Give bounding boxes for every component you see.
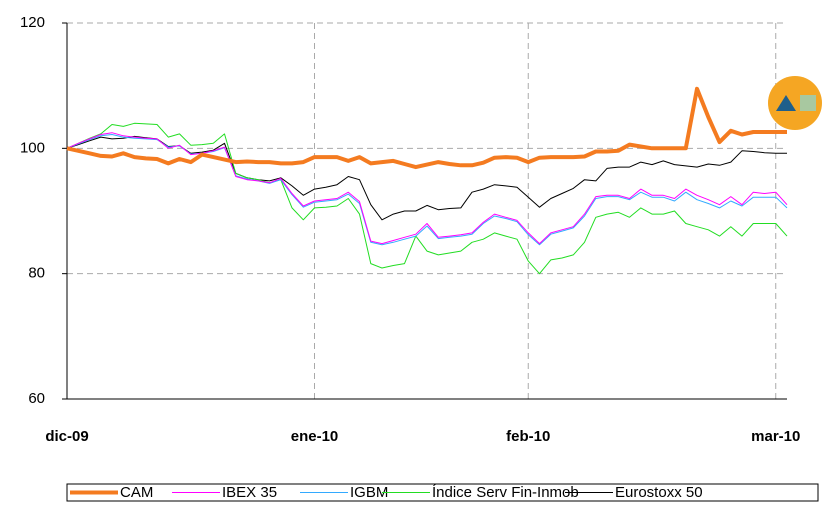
series-line <box>66 132 788 245</box>
legend-label: CAM <box>120 484 153 501</box>
legend: CAM IBEX 35 IGBM Índice Serv Fin-Inmob Euros… <box>70 484 703 501</box>
x-tick-label: feb-10 <box>506 428 550 445</box>
y-tick-label: 120 <box>20 14 45 31</box>
series-line <box>66 86 787 170</box>
y-tick-label: 60 <box>28 390 45 407</box>
legend-label: IBEX 35 <box>222 484 277 501</box>
x-tick-label: mar-10 <box>751 428 800 445</box>
legend-box <box>66 483 819 502</box>
y-tick-label: 80 <box>28 265 45 282</box>
legend-label: Índice Serv Fin-Inmob <box>432 484 579 501</box>
badge-icon <box>768 76 822 130</box>
legend-label: IGBM <box>350 484 388 501</box>
series-line <box>66 134 788 246</box>
x-tick-label: ene-10 <box>291 428 339 445</box>
series-line <box>66 122 788 275</box>
y-tick-label: 100 <box>20 139 45 156</box>
legend-label: Eurostoxx 50 <box>615 484 703 501</box>
plot: 60 80 100 120 dic-09 ene-10 feb-10 mar-10 CAM IBE… <box>20 14 800 501</box>
x-tick-label: dic-09 <box>45 428 88 445</box>
